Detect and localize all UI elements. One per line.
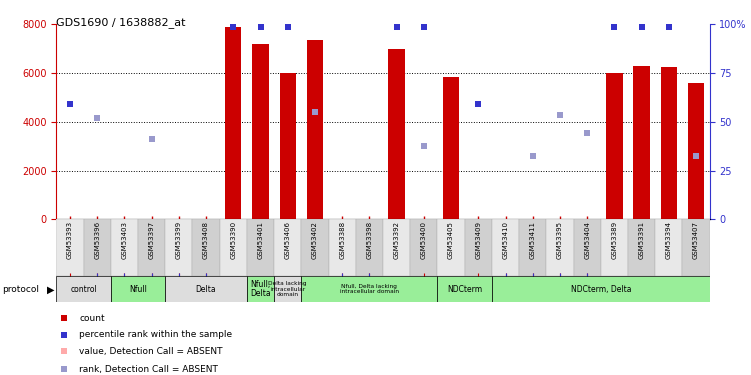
Text: GSM53393: GSM53393 — [67, 221, 73, 259]
Bar — [225, 27, 241, 219]
Text: GSM53399: GSM53399 — [176, 221, 182, 259]
Text: GSM53396: GSM53396 — [94, 221, 100, 259]
Text: NDCterm, Delta: NDCterm, Delta — [571, 285, 631, 294]
Bar — [356, 219, 383, 276]
Text: GSM53390: GSM53390 — [231, 221, 237, 259]
Bar — [388, 49, 405, 219]
Text: GSM53410: GSM53410 — [502, 221, 508, 259]
Bar — [83, 219, 111, 276]
FancyBboxPatch shape — [247, 276, 274, 302]
Text: GSM53411: GSM53411 — [529, 221, 535, 259]
FancyBboxPatch shape — [56, 276, 111, 302]
Bar — [437, 219, 465, 276]
Text: GSM53401: GSM53401 — [258, 221, 264, 259]
Bar — [492, 219, 519, 276]
Text: GSM53403: GSM53403 — [122, 221, 128, 259]
Text: control: control — [70, 285, 97, 294]
Bar — [306, 40, 323, 219]
Text: GSM53395: GSM53395 — [557, 221, 563, 259]
Bar — [219, 219, 247, 276]
Bar — [465, 219, 492, 276]
FancyBboxPatch shape — [437, 276, 492, 302]
Bar — [328, 219, 356, 276]
Bar — [547, 219, 574, 276]
Bar — [410, 219, 437, 276]
Text: Delta: Delta — [196, 285, 216, 294]
Text: percentile rank within the sample: percentile rank within the sample — [79, 330, 232, 339]
Bar — [111, 219, 138, 276]
Text: Nfull,
Delta: Nfull, Delta — [250, 280, 271, 298]
FancyBboxPatch shape — [492, 276, 710, 302]
Text: rank, Detection Call = ABSENT: rank, Detection Call = ABSENT — [79, 365, 218, 374]
Bar — [633, 66, 650, 219]
Bar — [56, 219, 83, 276]
Text: GSM53408: GSM53408 — [203, 221, 209, 259]
Text: GSM53397: GSM53397 — [149, 221, 155, 259]
Bar — [274, 219, 301, 276]
Bar — [688, 83, 704, 219]
Text: GSM53398: GSM53398 — [366, 221, 372, 259]
Text: protocol: protocol — [2, 285, 39, 294]
Text: GSM53400: GSM53400 — [421, 221, 427, 259]
Text: GSM53391: GSM53391 — [638, 221, 644, 259]
Bar — [279, 73, 296, 219]
Bar — [683, 219, 710, 276]
Text: GDS1690 / 1638882_at: GDS1690 / 1638882_at — [56, 17, 185, 28]
Text: ▶: ▶ — [47, 285, 54, 294]
Text: Nfull: Nfull — [129, 285, 147, 294]
Text: GSM53389: GSM53389 — [611, 221, 617, 259]
Text: GSM53402: GSM53402 — [312, 221, 318, 259]
Bar — [301, 219, 328, 276]
Bar — [661, 67, 677, 219]
FancyBboxPatch shape — [111, 276, 165, 302]
Bar — [138, 219, 165, 276]
Text: Delta lacking
intracellular
domain: Delta lacking intracellular domain — [268, 281, 307, 297]
Bar — [574, 219, 601, 276]
FancyBboxPatch shape — [301, 276, 437, 302]
Text: Nfull, Delta lacking
intracellular domain: Nfull, Delta lacking intracellular domai… — [340, 284, 399, 294]
Text: value, Detection Call = ABSENT: value, Detection Call = ABSENT — [79, 347, 223, 356]
FancyBboxPatch shape — [274, 276, 301, 302]
Bar — [628, 219, 655, 276]
Bar — [443, 77, 459, 219]
Bar — [192, 219, 219, 276]
Text: GSM53406: GSM53406 — [285, 221, 291, 259]
Bar — [655, 219, 683, 276]
Text: GSM53394: GSM53394 — [666, 221, 672, 259]
Text: GSM53405: GSM53405 — [448, 221, 454, 259]
Bar — [165, 219, 192, 276]
Text: count: count — [79, 314, 105, 322]
Text: GSM53409: GSM53409 — [475, 221, 481, 259]
Bar — [252, 44, 269, 219]
Text: GSM53392: GSM53392 — [394, 221, 400, 259]
Bar — [601, 219, 628, 276]
FancyBboxPatch shape — [165, 276, 247, 302]
Text: GSM53388: GSM53388 — [339, 221, 345, 259]
Text: GSM53404: GSM53404 — [584, 221, 590, 259]
Bar — [247, 219, 274, 276]
Bar — [606, 73, 623, 219]
Bar — [519, 219, 546, 276]
Text: NDCterm: NDCterm — [447, 285, 482, 294]
Bar — [383, 219, 410, 276]
Text: GSM53407: GSM53407 — [693, 221, 699, 259]
